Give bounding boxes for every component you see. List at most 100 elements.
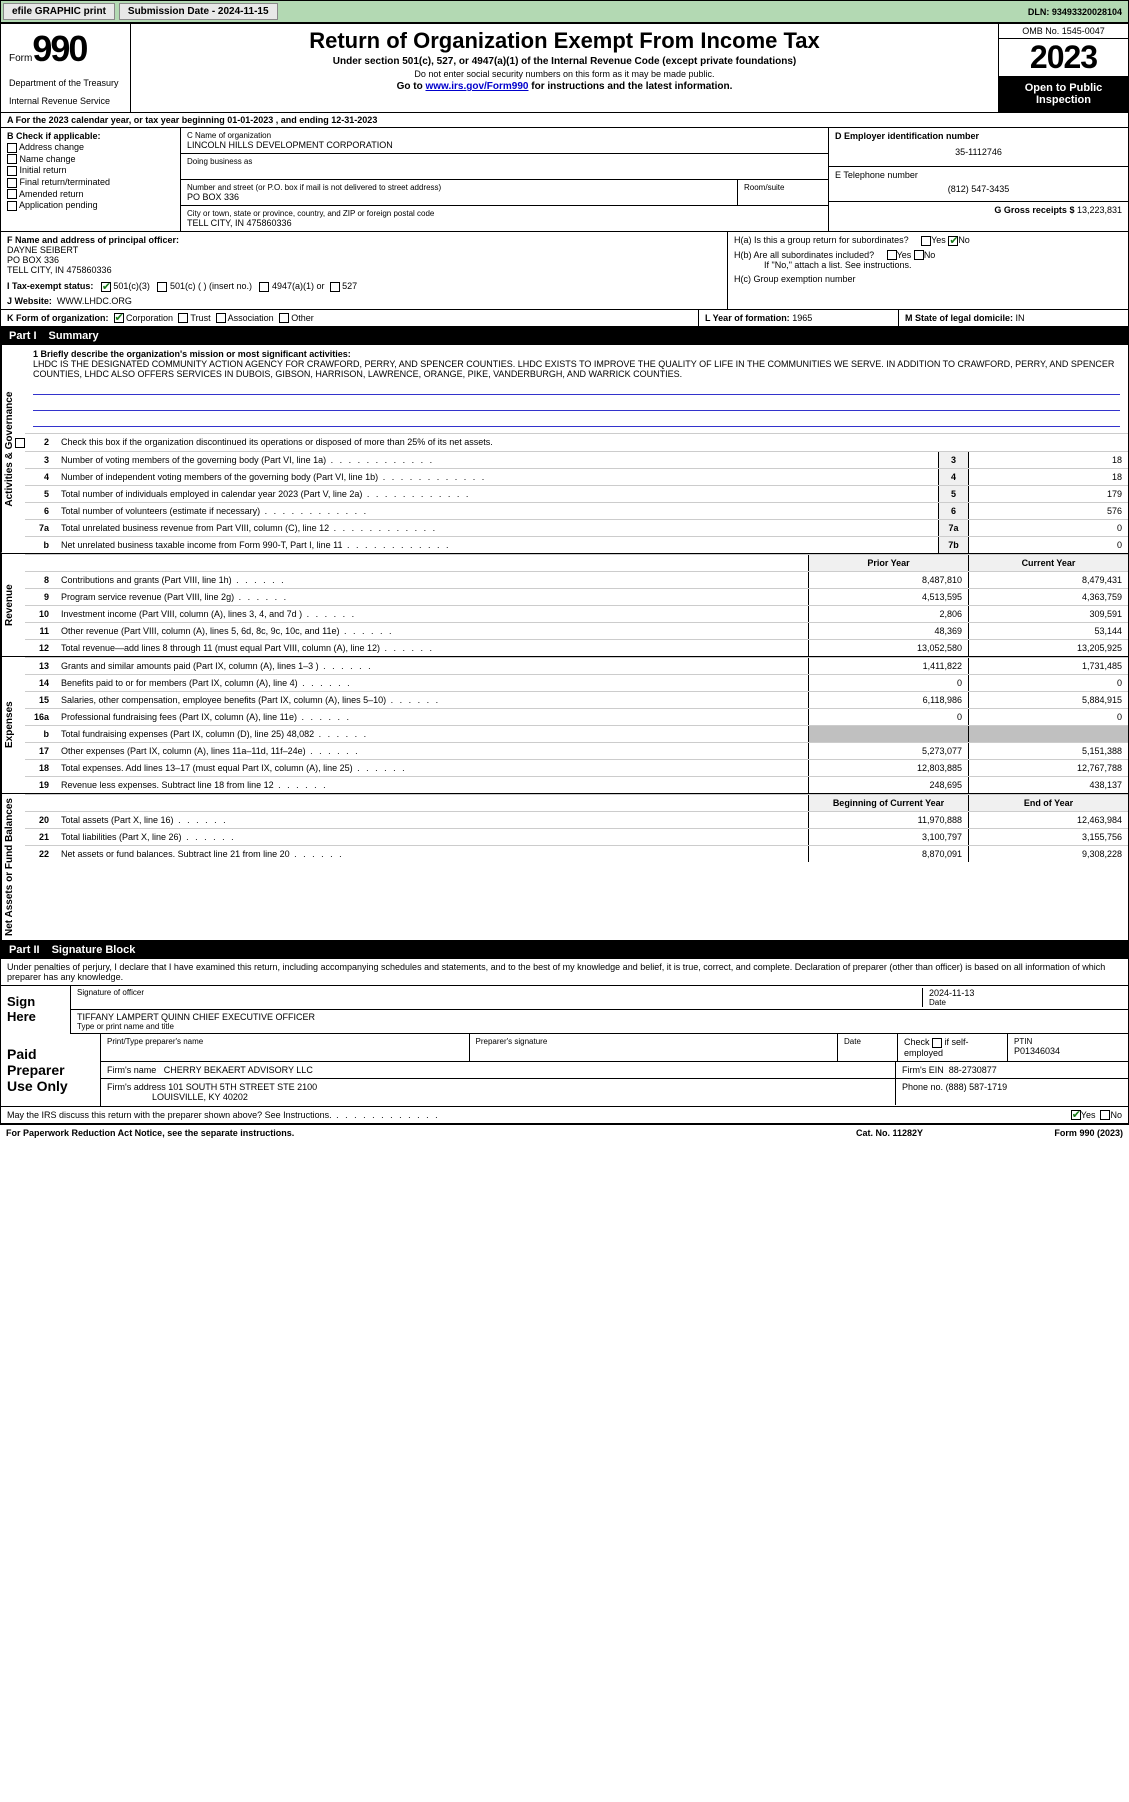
ha-row: H(a) Is this a group return for subordin… <box>734 235 1122 246</box>
col-h: H(a) Is this a group return for subordin… <box>728 232 1128 309</box>
cb-address-change[interactable]: Address change <box>7 142 174 153</box>
irs-label: Internal Revenue Service <box>9 96 122 106</box>
part1-title: Summary <box>49 330 1120 342</box>
exp-content: 13Grants and similar amounts paid (Part … <box>25 657 1128 793</box>
q2-line: 2 Check this box if the organization dis… <box>25 433 1128 451</box>
cb-q2[interactable] <box>15 438 25 448</box>
cb-hb-yes[interactable] <box>887 250 897 260</box>
q2-txt: Check this box if the organization disco… <box>55 434 1128 451</box>
vlabel-rev: Revenue <box>1 554 25 656</box>
discuss-row: May the IRS discuss this return with the… <box>1 1107 1128 1124</box>
part2-num: Part II <box>9 944 40 956</box>
cb-other[interactable] <box>279 313 289 323</box>
subtitle-2: Do not enter social security numbers on … <box>135 69 994 79</box>
prep-ptin: PTINP01346034 <box>1008 1034 1128 1061</box>
subtitle-1: Under section 501(c), 527, or 4947(a)(1)… <box>135 56 994 67</box>
irs-link[interactable]: www.irs.gov/Form990 <box>425 81 528 92</box>
q1-label: 1 Briefly describe the organization's mi… <box>33 349 1120 359</box>
cb-assoc[interactable] <box>216 313 226 323</box>
addr-row: Number and street (or P.O. box if mail i… <box>181 180 828 206</box>
hdr-prior: Prior Year <box>808 555 968 571</box>
hdr-end: End of Year <box>968 795 1128 811</box>
form-number: 990 <box>32 28 86 69</box>
cb-ha-no[interactable] <box>948 236 958 246</box>
sub3-post: for instructions and the latest informat… <box>528 81 732 92</box>
cb-amended[interactable]: Amended return <box>7 189 174 200</box>
cb-discuss-yes[interactable] <box>1071 1110 1081 1120</box>
footer-mid: Cat. No. 11282Y <box>856 1128 923 1138</box>
dept-treasury: Department of the Treasury <box>9 78 122 88</box>
hb-note: If "No," attach a list. See instructions… <box>734 260 1122 270</box>
sig-officer: Signature of officer <box>77 988 922 1007</box>
gov-content: 1 Briefly describe the organization's mi… <box>25 345 1128 553</box>
d-label: D Employer identification number <box>835 131 1122 141</box>
addr-value: PO BOX 336 <box>187 192 731 202</box>
cb-ha-yes[interactable] <box>921 236 931 246</box>
cb-527[interactable] <box>330 282 340 292</box>
m-cell: M State of legal domicile: IN <box>898 310 1128 327</box>
addr-cell: Number and street (or P.O. box if mail i… <box>181 180 738 206</box>
firm-phone: Phone no. (888) 587-1719 <box>896 1079 1128 1105</box>
cb-self-employed[interactable] <box>932 1038 942 1048</box>
cb-final-return[interactable]: Final return/terminated <box>7 177 174 188</box>
form-container: Form990 Department of the Treasury Inter… <box>0 23 1129 1125</box>
cb-discuss-no[interactable] <box>1100 1110 1110 1120</box>
blank-line <box>33 413 1120 427</box>
summary-line: bNet unrelated business taxable income f… <box>25 536 1128 553</box>
addr-label: Number and street (or P.O. box if mail i… <box>187 183 731 192</box>
part1-num: Part I <box>9 330 37 342</box>
l-cell: L Year of formation: 1965 <box>698 310 898 327</box>
prep-sig: Preparer's signature <box>470 1034 839 1061</box>
cb-4947[interactable] <box>259 282 269 292</box>
phone-value: (812) 547-3435 <box>835 180 1122 198</box>
sig-date: 2024-11-13Date <box>922 988 1122 1007</box>
sign-here-row: Sign Here Signature of officer 2024-11-1… <box>1 986 1128 1034</box>
ein-value: 35-1112746 <box>835 141 1122 163</box>
cb-corp[interactable] <box>114 313 124 323</box>
cb-application-pending[interactable]: Application pending <box>7 200 174 211</box>
hb-row: H(b) Are all subordinates included? Yes … <box>734 250 1122 261</box>
hc-row: H(c) Group exemption number <box>734 274 1122 284</box>
officer-addr1: PO BOX 336 <box>7 255 721 265</box>
hdr-current: Current Year <box>968 555 1128 571</box>
b-label: B Check if applicable: <box>7 131 174 141</box>
summary-line: 8Contributions and grants (Part VIII, li… <box>25 571 1128 588</box>
cb-trust[interactable] <box>178 313 188 323</box>
dln-label: DLN: 93493320028104 <box>1022 7 1128 17</box>
summary-line: 15Salaries, other compensation, employee… <box>25 691 1128 708</box>
c-name-label: C Name of organization <box>187 131 822 140</box>
summary-line: 18Total expenses. Add lines 13–17 (must … <box>25 759 1128 776</box>
net-header: Beginning of Current Year End of Year <box>25 794 1128 811</box>
summary-line: 4Number of independent voting members of… <box>25 468 1128 485</box>
summary-line: 17Other expenses (Part IX, column (A), l… <box>25 742 1128 759</box>
prep-date: Date <box>838 1034 898 1061</box>
part2-header: Part II Signature Block <box>1 941 1128 959</box>
form-word: Form <box>9 53 32 64</box>
gross-value: 13,223,831 <box>1077 205 1122 215</box>
officer-name: DAYNE SEIBERT <box>7 245 721 255</box>
cb-501c3[interactable] <box>101 282 111 292</box>
mission-block: 1 Briefly describe the organization's mi… <box>25 345 1128 433</box>
summary-line: 11Other revenue (Part VIII, column (A), … <box>25 622 1128 639</box>
cb-501c[interactable] <box>157 282 167 292</box>
omb-number: OMB No. 1545-0047 <box>999 24 1128 39</box>
part1-header: Part I Summary <box>1 327 1128 345</box>
summary-line: bTotal fundraising expenses (Part IX, co… <box>25 725 1128 742</box>
right-box: OMB No. 1545-0047 2023 Open to Public In… <box>998 24 1128 112</box>
cb-hb-no[interactable] <box>914 250 924 260</box>
col-f: F Name and address of principal officer:… <box>1 232 728 309</box>
j-label: J Website: <box>7 296 52 306</box>
cb-initial-return[interactable]: Initial return <box>7 165 174 176</box>
sub3-pre: Go to <box>397 81 426 92</box>
section-b-row: B Check if applicable: Address change Na… <box>1 128 1128 232</box>
k-left: K Form of organization: Corporation Trus… <box>1 310 698 327</box>
k-label: K Form of organization: <box>7 313 109 323</box>
col-c: C Name of organization LINCOLN HILLS DEV… <box>181 128 828 231</box>
city-label: City or town, state or province, country… <box>187 209 822 218</box>
submission-button[interactable]: Submission Date - 2024-11-15 <box>119 3 278 20</box>
summary-line: 19Revenue less expenses. Subtract line 1… <box>25 776 1128 793</box>
officer-addr2: TELL CITY, IN 475860336 <box>7 265 721 275</box>
cb-name-change[interactable]: Name change <box>7 154 174 165</box>
efile-button[interactable]: efile GRAPHIC print <box>3 3 115 20</box>
g-label: G Gross receipts $ <box>994 205 1077 215</box>
